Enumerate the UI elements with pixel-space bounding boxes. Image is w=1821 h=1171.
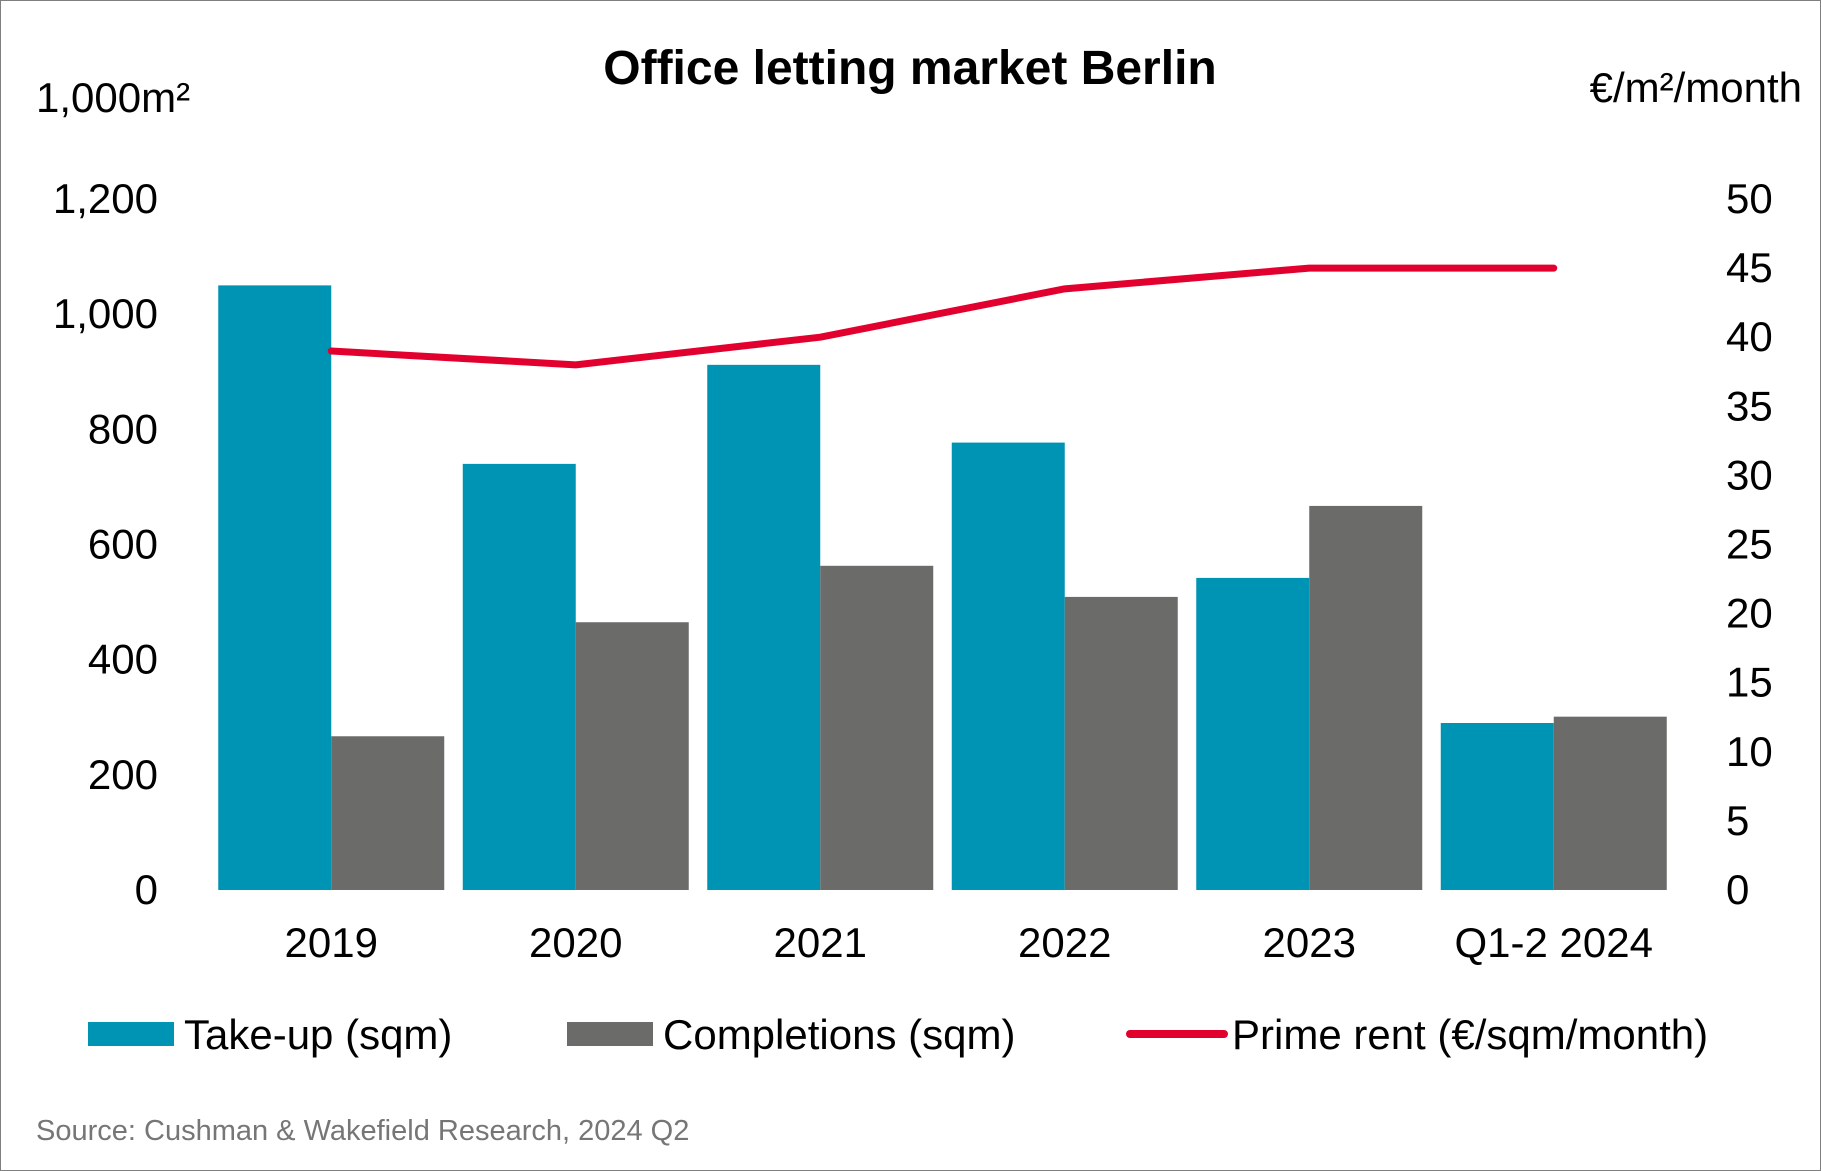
x-axis-labels: 2019 2020 2021 2022 2023 Q1-2 2024 (285, 919, 1653, 966)
take-up-bar (1196, 577, 1310, 890)
prime-rent-line (327, 264, 1558, 369)
legend-completions-swatch (567, 1022, 653, 1046)
legend-label: Take-up (sqm) (184, 1011, 452, 1058)
take-up-bar (951, 442, 1065, 890)
left-tick-label: 400 (88, 636, 158, 683)
legend-take-up-swatch (88, 1022, 174, 1046)
x-tick-label: 2023 (1263, 919, 1356, 966)
x-tick-label: 2019 (285, 919, 378, 966)
right-axis-label: €/m²/month (1590, 64, 1802, 111)
legend-label: Completions (sqm) (663, 1011, 1015, 1058)
x-tick-label: 2020 (529, 919, 622, 966)
right-tick-label: 0 (1726, 866, 1749, 913)
left-axis-ticks: 0 200 400 600 800 1,000 1,200 (53, 175, 158, 913)
completions-bar (1553, 716, 1667, 890)
source-note: Source: Cushman & Wakefield Research, 20… (36, 1115, 689, 1147)
legend: Take-up (sqm) Completions (sqm) Prime rent… (88, 1011, 1708, 1058)
right-tick-label: 20 (1726, 590, 1773, 637)
x-tick-label: Q1-2 2024 (1455, 919, 1653, 966)
bars (218, 285, 1667, 891)
completions-bar (575, 622, 689, 890)
completions-bar (1064, 596, 1178, 890)
completions-bar (820, 565, 934, 890)
take-up-bar (218, 285, 332, 890)
right-tick-label: 35 (1726, 382, 1773, 429)
left-tick-label: 200 (88, 751, 158, 798)
right-axis-ticks: 0 5 10 15 20 25 30 35 40 45 50 (1726, 175, 1773, 913)
completions-bar (1309, 505, 1423, 890)
take-up-bar (462, 463, 576, 890)
completions-bar (331, 736, 445, 890)
left-tick-label: 1,000 (53, 290, 158, 337)
legend-label: Prime rent (€/sqm/month) (1232, 1011, 1708, 1058)
right-tick-label: 5 (1726, 797, 1749, 844)
left-tick-label: 600 (88, 521, 158, 568)
x-tick-label: 2022 (1018, 919, 1111, 966)
take-up-bar (1440, 723, 1554, 890)
right-tick-label: 45 (1726, 244, 1773, 291)
chart-title: Office letting market Berlin (603, 42, 1216, 95)
prime-rent-line-layer (327, 264, 1558, 369)
right-tick-label: 40 (1726, 313, 1773, 360)
right-tick-label: 25 (1726, 521, 1773, 568)
x-tick-label: 2021 (774, 919, 867, 966)
left-tick-label: 1,200 (53, 175, 158, 222)
right-tick-label: 15 (1726, 659, 1773, 706)
right-tick-label: 10 (1726, 728, 1773, 775)
left-axis-label: 1,000m² (36, 74, 190, 121)
take-up-bar (707, 364, 821, 891)
left-tick-label: 800 (88, 405, 158, 452)
right-tick-label: 50 (1726, 175, 1773, 222)
left-tick-label: 0 (135, 866, 158, 913)
right-tick-label: 30 (1726, 451, 1773, 498)
